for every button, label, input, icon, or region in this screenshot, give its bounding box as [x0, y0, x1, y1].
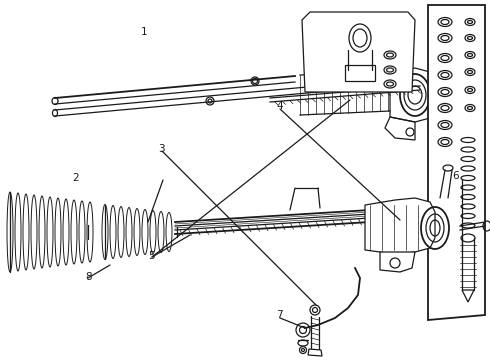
Text: 7: 7	[276, 310, 283, 320]
Text: 4: 4	[276, 101, 283, 111]
Polygon shape	[308, 349, 322, 356]
Text: 2: 2	[73, 173, 79, 183]
Text: 8: 8	[85, 272, 92, 282]
Polygon shape	[380, 252, 415, 272]
Polygon shape	[365, 198, 435, 254]
Bar	[345, 65, 375, 81]
Text: 6: 6	[452, 171, 459, 181]
Text: 5: 5	[148, 251, 155, 261]
Polygon shape	[428, 5, 485, 320]
Text: 3: 3	[158, 144, 165, 154]
Text: 1: 1	[141, 27, 148, 37]
Polygon shape	[302, 12, 415, 92]
